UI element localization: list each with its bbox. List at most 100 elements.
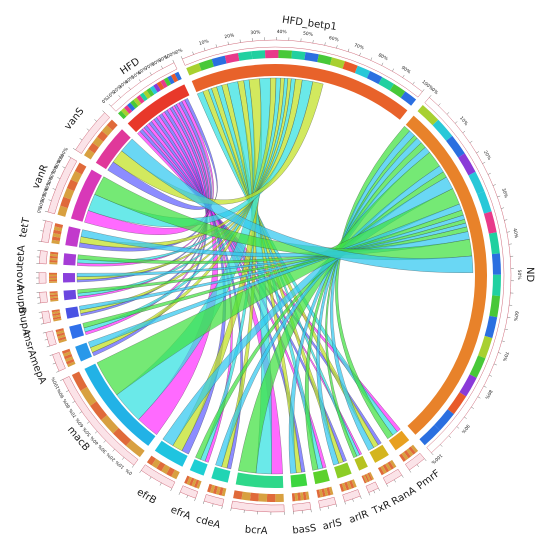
arc-msra[interactable]	[69, 323, 85, 339]
arc-teta[interactable]	[63, 253, 77, 266]
arc-bcra[interactable]	[235, 472, 284, 488]
tick-label: 90%	[459, 423, 470, 435]
tick-ring	[39, 291, 48, 304]
arc-vanr[interactable]	[70, 169, 102, 222]
composition-piece	[193, 479, 200, 488]
tick-label: 90%	[158, 54, 170, 64]
tick-label: 20%	[105, 451, 117, 463]
tick-mark	[40, 230, 44, 232]
composition-piece	[468, 171, 485, 195]
arc-rana[interactable]	[369, 444, 389, 463]
composition-piece	[166, 467, 175, 477]
arc-efrb[interactable]	[154, 440, 188, 467]
composition-piece	[143, 90, 152, 99]
tick-mark	[131, 465, 135, 468]
tick-mark	[46, 345, 50, 348]
composition-piece	[419, 424, 441, 446]
arc-cdea[interactable]	[211, 466, 231, 483]
tick-mark	[186, 495, 188, 499]
composition-piece	[49, 272, 58, 275]
tick-mark	[487, 172, 491, 175]
tick-mark	[170, 488, 173, 492]
composition-piece	[49, 279, 58, 282]
composition-piece	[186, 476, 193, 486]
composition-piece	[156, 461, 166, 472]
arc-txr[interactable]	[354, 455, 368, 471]
composition-piece	[198, 59, 214, 71]
segment-label-bass: basS	[292, 523, 317, 537]
arc-mupb[interactable]	[63, 289, 77, 301]
composition-piece	[361, 475, 367, 484]
composition-piece	[221, 487, 227, 497]
composition-piece	[389, 459, 397, 469]
tick-mark	[94, 431, 98, 434]
composition-piece	[52, 314, 61, 318]
composition-piece	[54, 223, 64, 229]
composition-piece	[408, 446, 416, 455]
arc-macb[interactable]	[84, 363, 156, 446]
tick-mark	[429, 95, 432, 98]
arc-vans[interactable]	[95, 129, 131, 170]
composition-piece	[432, 119, 453, 141]
composition-piece	[211, 55, 227, 67]
arc-mepa[interactable]	[75, 342, 92, 362]
composition-piece	[62, 351, 72, 357]
tick-mark	[335, 503, 337, 507]
segment-label-mepa: mepA	[27, 355, 48, 386]
tick-label: 80%	[377, 52, 389, 62]
arc-arlr[interactable]	[334, 462, 352, 479]
composition-piece	[447, 392, 467, 415]
composition-piece	[186, 63, 202, 76]
tick-label: 50%	[303, 31, 314, 38]
composition-piece	[64, 356, 74, 362]
arc-arls[interactable]	[312, 469, 330, 485]
composition-piece	[434, 409, 454, 431]
composition-piece	[387, 461, 394, 470]
tick-mark	[39, 317, 43, 319]
tick-mark	[498, 352, 502, 354]
composition-piece	[294, 492, 299, 502]
ribbon-nd-vans[interactable]	[121, 138, 474, 273]
composition-piece	[403, 450, 411, 459]
arc-pmrf[interactable]	[388, 430, 410, 451]
composition-piece	[156, 81, 165, 91]
tick-ring	[41, 220, 53, 243]
composition-piece	[170, 73, 179, 83]
tick-mark	[424, 458, 427, 462]
arc-nova[interactable]	[63, 272, 76, 283]
tick-mark	[504, 328, 508, 330]
tick-label: 50%	[46, 175, 56, 187]
tick-label: 30%	[500, 187, 509, 199]
arc-efra[interactable]	[189, 459, 208, 476]
tick-label: 70%	[353, 42, 365, 51]
tick-mark	[483, 385, 487, 388]
composition-piece	[49, 274, 58, 277]
tick-mark	[501, 340, 505, 342]
tick-mark	[52, 362, 56, 365]
ribbon-hfd_betp1-vans[interactable]	[112, 81, 324, 205]
tick-label: 10%	[38, 198, 47, 210]
arc-nd[interactable]	[405, 115, 488, 435]
arc-tett[interactable]	[65, 226, 81, 247]
tick-mark	[108, 103, 112, 107]
tick-label: 50%	[130, 70, 142, 81]
composition-piece	[258, 493, 268, 502]
segment-label-arlr: arlR	[348, 509, 371, 526]
composition-piece	[171, 469, 180, 480]
segment-label-nd: ND	[524, 267, 535, 283]
arc-hfd_betp1[interactable]	[191, 64, 408, 120]
arc-mupa[interactable]	[65, 306, 80, 319]
arc-hfd[interactable]	[127, 84, 190, 133]
tick-mark	[352, 498, 354, 502]
arc-bass[interactable]	[290, 473, 308, 488]
tick-label: 20%	[224, 32, 236, 40]
segment-label-vans: vanS	[63, 106, 87, 132]
composition-piece	[51, 239, 60, 245]
composition-piece	[163, 77, 172, 87]
composition-piece	[233, 490, 243, 500]
tick-mark	[161, 65, 163, 69]
tick-label: 10%	[114, 458, 126, 469]
tick-mark	[360, 495, 362, 499]
tick-mark	[44, 339, 48, 341]
composition-piece	[49, 259, 58, 263]
